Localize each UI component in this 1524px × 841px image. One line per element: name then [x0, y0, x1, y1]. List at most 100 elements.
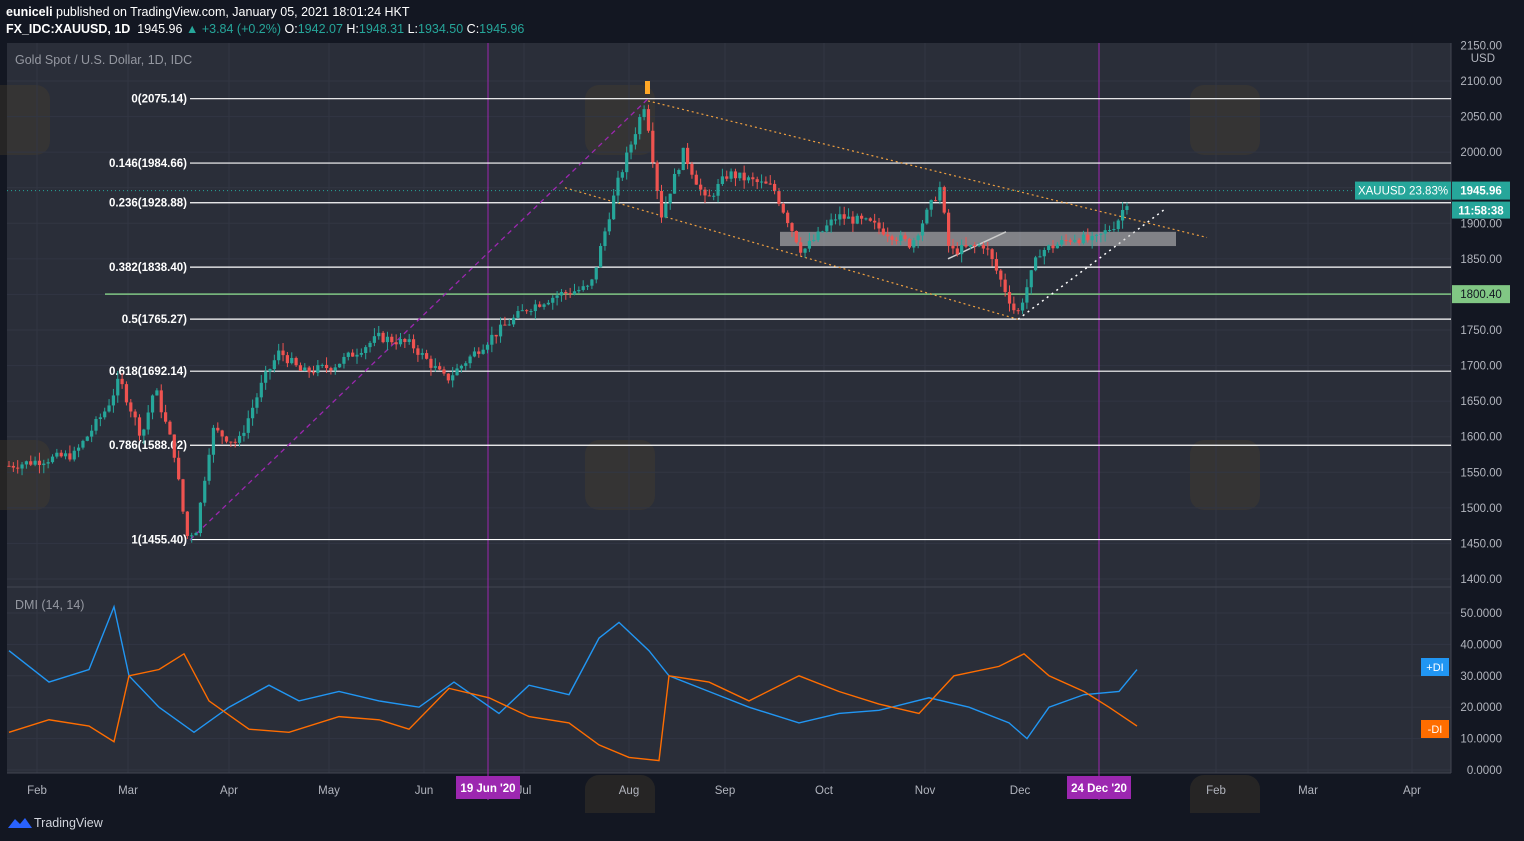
candle-body: [1094, 234, 1099, 236]
candle-body: [42, 463, 46, 466]
candle-body: [438, 366, 442, 370]
candle-body: [520, 310, 524, 312]
candle-body: [455, 368, 459, 376]
candle-body: [420, 353, 424, 355]
candle-body: [925, 209, 929, 224]
candle-body: [903, 235, 907, 239]
candle-body: [490, 334, 494, 345]
candle-body: [124, 384, 129, 403]
candle-body: [1116, 220, 1120, 230]
candle-body: [150, 395, 155, 413]
candle-body: [233, 441, 237, 443]
high-value: 1948.31: [358, 22, 405, 36]
watermark-logo-icon: [0, 440, 50, 510]
candle-body: [929, 200, 933, 210]
candle-body: [646, 109, 651, 131]
candle-body: [677, 170, 681, 174]
candle-body: [407, 339, 411, 342]
countdown-badge: [1452, 201, 1510, 219]
candle-body: [599, 245, 603, 268]
candle-body: [873, 220, 877, 223]
candle-body: [846, 216, 851, 219]
candle-body: [707, 195, 711, 197]
candle-body: [155, 390, 159, 396]
candle-body: [886, 234, 890, 237]
candle-body: [381, 332, 385, 343]
close-label: C:: [466, 22, 480, 36]
candle-body: [920, 223, 925, 236]
date-axis[interactable]: Feb Mar Apr May Jun Jul Aug Sep Oct Nov Dec Feb Mar A…: [27, 776, 1421, 799]
candle-body: [1081, 234, 1086, 244]
trend-drawings[interactable]: [189, 81, 1208, 541]
candle-body: [172, 434, 176, 458]
countdown-badge-text: 11:58:38: [1458, 206, 1504, 218]
candle-body: [703, 189, 707, 196]
candle-body: [951, 245, 955, 249]
candle-body: [1003, 279, 1007, 292]
candle-body: [833, 219, 838, 221]
fib-level-label: 0.5(1765.27): [122, 314, 187, 326]
channel-lower-line: [564, 187, 1019, 320]
candle-body: [103, 411, 107, 418]
candle-body: [477, 351, 481, 354]
candle-body: [786, 212, 790, 224]
candle-body: [755, 179, 759, 183]
candle-body: [16, 467, 20, 469]
candle-body: [507, 324, 511, 326]
fib-level-label: 0.786(1588.02): [109, 440, 187, 452]
price-axis[interactable]: 2150.002100.002050.002000.001950.001900.…: [1355, 40, 1510, 586]
date-marker-badge: [1067, 776, 1131, 799]
candle-body: [372, 336, 376, 343]
candle-body: [799, 242, 803, 253]
candle-body: [329, 368, 333, 371]
candle-body: [1112, 229, 1116, 231]
candle-body: [1060, 240, 1064, 245]
candle-body: [1125, 206, 1129, 210]
candle-body: [933, 200, 938, 202]
price-tick-label: 1400.00: [1460, 574, 1502, 586]
candle-body: [733, 171, 738, 179]
dmi-tick-label: 40.0000: [1460, 639, 1502, 651]
candle-body: [742, 172, 746, 181]
candle-body: [1051, 245, 1055, 249]
candle-body: [377, 332, 381, 337]
candle-body: [981, 245, 985, 249]
candle-body: [24, 461, 28, 465]
price-chart[interactable]: Gold Spot / U.S. Dollar, 1D, IDC DMI (14…: [0, 0, 1524, 813]
candle-body: [899, 235, 903, 241]
fib-level-label: 0.236(1928.88): [109, 198, 187, 210]
candle-body: [1020, 302, 1025, 311]
price-tick-label: 1900.00: [1460, 218, 1502, 230]
candle-body: [825, 225, 829, 232]
tradingview-logo-icon: [8, 818, 32, 828]
dmi-lines: [8, 604, 1138, 762]
date-tick-label: Mar: [118, 785, 138, 797]
uptrend-line: [1017, 208, 1166, 320]
candle-body: [559, 292, 564, 296]
author-name: euniceli: [6, 5, 53, 19]
candle-body: [190, 535, 194, 537]
candle-body: [1090, 235, 1094, 241]
candle-body: [764, 181, 768, 184]
last-price: 1945.96: [137, 22, 183, 36]
candle-body: [464, 363, 468, 366]
date-tick-label: Oct: [815, 785, 834, 797]
candle-body: [594, 267, 598, 280]
candle-body: [181, 479, 185, 512]
candle-body: [794, 230, 798, 243]
candle-body: [577, 289, 581, 292]
candle-body: [1055, 244, 1059, 249]
candle-body: [555, 295, 559, 298]
channel-upper-line: [647, 100, 1208, 239]
candle-body: [564, 292, 568, 294]
dmi-tick-label: 50.0000: [1460, 608, 1502, 620]
change-value: +3.84 (+0.2%): [201, 22, 282, 36]
candle-body: [590, 279, 594, 286]
open-value: 1942.07: [297, 22, 343, 36]
candle-body: [751, 177, 755, 180]
fibonacci-retracement[interactable]: 0(2075.14) 0.146(1984.66) 0.236(1928.88) 0.…: [105, 94, 1451, 547]
candle-body: [803, 248, 807, 253]
candle-body: [338, 363, 342, 368]
candle-body: [442, 369, 446, 374]
date-tick-label: Feb: [1206, 785, 1226, 797]
